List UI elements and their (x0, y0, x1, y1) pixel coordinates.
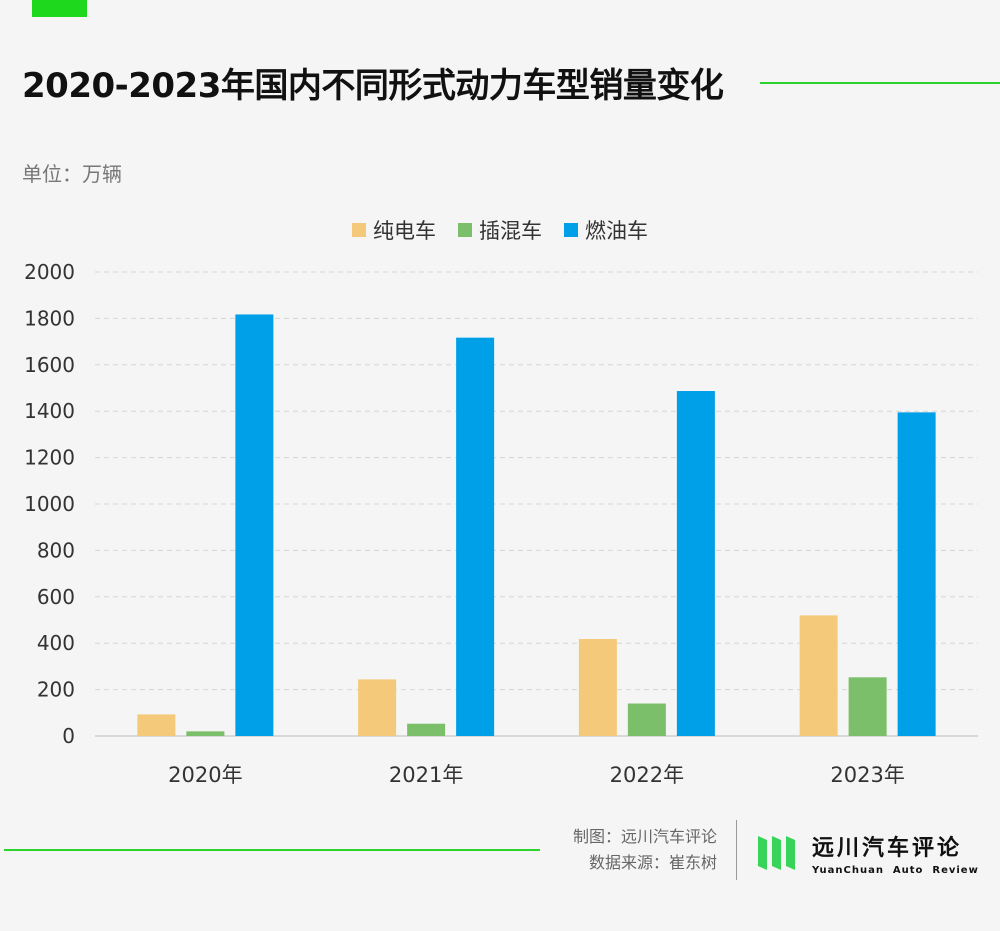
top-accent-tab (32, 0, 87, 17)
bar-bev (799, 615, 838, 736)
bottom-accent-line (4, 849, 540, 851)
legend-swatch-bev (352, 223, 366, 237)
chart-legend: 纯电车 插混车 燃油车 (0, 215, 1000, 245)
credits-divider (736, 820, 737, 880)
bar-ice (235, 314, 274, 736)
bar-bev (578, 639, 617, 736)
legend-swatch-phev (458, 223, 472, 237)
brand-name-cn: 远川汽车评论 (812, 836, 963, 861)
legend-item-ice: 燃油车 (564, 215, 648, 245)
bar-phev (407, 723, 446, 736)
y-tick-label: 2000 (24, 260, 75, 284)
y-tick-label: 1400 (24, 399, 75, 423)
legend-item-bev: 纯电车 (352, 215, 436, 245)
bar-phev (627, 703, 666, 736)
y-tick-label: 200 (37, 678, 75, 702)
y-tick-label: 400 (37, 631, 75, 655)
chart-title: 2020-2023年国内不同形式动力车型销量变化 (22, 66, 724, 106)
bar-bev (358, 679, 397, 736)
brand-logo: 远川汽车评论 YuanChuan Auto Review (812, 830, 979, 876)
credit-source: 数据来源：崔东树 (588, 853, 717, 872)
legend-swatch-ice (564, 223, 578, 237)
y-tick-label: 1600 (24, 353, 75, 377)
brand-logo-icon (758, 836, 795, 870)
x-tick-label: 2022年 (610, 763, 684, 787)
x-tick-label: 2020年 (168, 763, 242, 787)
y-tick-label: 600 (37, 585, 75, 609)
title-accent-line (760, 82, 1000, 84)
y-tick-label: 1800 (24, 306, 75, 330)
bar-ice (456, 337, 495, 736)
bar-bev (137, 714, 176, 736)
y-tick-label: 0 (62, 724, 75, 748)
credits: 制图：远川汽车评论 数据来源：崔东树 (573, 824, 717, 876)
x-tick-label: 2021年 (389, 763, 463, 787)
credit-made-by: 制图：远川汽车评论 (572, 827, 717, 846)
legend-item-phev: 插混车 (458, 215, 542, 245)
bar-chart: 0 200 400 600 800 1000 1200 1400 1600 1800 2000 202… (24, 260, 978, 787)
bar-phev (848, 677, 887, 736)
legend-label-phev: 插混车 (479, 219, 542, 243)
bar-phev (186, 731, 225, 736)
x-tick-label: 2023年 (830, 763, 904, 787)
y-tick-label: 1000 (24, 492, 75, 516)
y-tick-label: 1200 (24, 446, 75, 470)
bar-ice (897, 412, 936, 736)
bar-ice (676, 391, 715, 736)
y-tick-label: 800 (37, 538, 75, 562)
brand-name-en: YuanChuan Auto Review (812, 865, 979, 876)
unit-label: 单位：万辆 (22, 162, 122, 186)
legend-label-ice: 燃油车 (585, 219, 648, 243)
legend-label-bev: 纯电车 (373, 219, 436, 243)
